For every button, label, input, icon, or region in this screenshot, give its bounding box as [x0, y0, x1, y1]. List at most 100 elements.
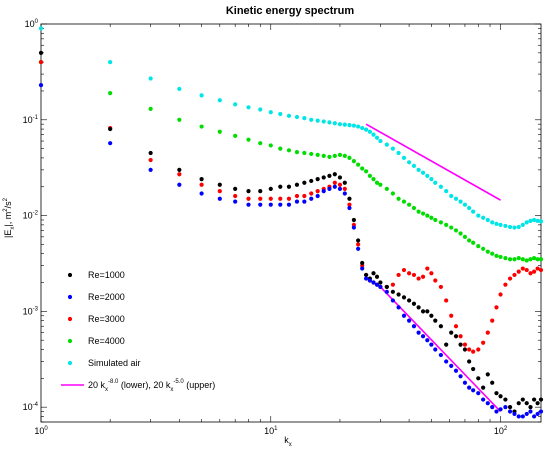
data-point: [449, 330, 454, 335]
data-point: [411, 163, 417, 169]
data-point: [485, 249, 490, 254]
data-point: [485, 401, 490, 406]
data-point: [411, 301, 417, 306]
data-point: [356, 246, 361, 251]
data-point: [315, 177, 320, 182]
data-point: [490, 220, 495, 225]
data-point: [268, 202, 273, 207]
data-point: [286, 202, 292, 207]
data-point: [453, 228, 459, 233]
data-point: [347, 202, 352, 207]
legend-label: Re=4000: [88, 336, 125, 346]
x-tick-label: 100: [34, 426, 48, 436]
data-point: [401, 267, 407, 273]
data-point: [302, 150, 307, 156]
data-point: [429, 177, 434, 182]
data-point: [199, 182, 204, 187]
data-point: [396, 196, 401, 201]
data-point: [494, 221, 499, 226]
data-point: [462, 380, 468, 385]
data-point: [294, 193, 300, 199]
data-point: [321, 119, 326, 124]
y-axis-label: |Ex|, m2/s2: [3, 197, 16, 238]
svg-text:|Ex|, m2/s2: |Ex|, m2/s2: [3, 197, 16, 238]
legend-marker: [67, 360, 73, 366]
data-point: [507, 409, 513, 414]
data-point: [524, 267, 529, 273]
data-point: [374, 274, 380, 279]
data-point: [321, 153, 326, 158]
data-point: [351, 123, 356, 128]
data-point: [177, 167, 182, 172]
data-point: [411, 324, 417, 329]
data-point: [494, 305, 499, 310]
data-point: [535, 411, 540, 417]
data-point: [524, 401, 529, 406]
data-point: [177, 86, 182, 92]
data-point: [364, 127, 369, 132]
data-point: [538, 409, 544, 414]
series-re-4000: [38, 60, 544, 263]
data-point: [302, 199, 307, 204]
data-point: [481, 397, 486, 402]
data-point: [449, 225, 454, 230]
data-point: [390, 289, 395, 294]
data-point: [528, 271, 533, 276]
data-point: [516, 401, 521, 406]
data-point: [390, 282, 395, 287]
data-point: [246, 105, 251, 110]
data-point: [503, 223, 508, 229]
legend: Re=1000 Re=2000 Re=3000 Re=4000 Simulated ai…: [61, 270, 215, 393]
data-point: [507, 276, 513, 281]
legend-marker: [67, 294, 73, 300]
data-point: [425, 338, 430, 343]
data-point: [390, 146, 395, 151]
data-point: [453, 368, 459, 373]
data-point: [520, 414, 525, 419]
data-point: [396, 272, 401, 278]
data-point: [332, 172, 337, 177]
data-point: [315, 152, 320, 158]
data-point: [286, 184, 292, 189]
data-point: [199, 177, 204, 182]
data-point: [356, 238, 361, 243]
y-tick-label: 10-1: [23, 115, 39, 125]
data-point: [420, 334, 426, 339]
data-point: [38, 83, 44, 88]
data-point: [177, 117, 182, 122]
data-point: [268, 196, 273, 201]
data-point: [416, 167, 421, 172]
data-point: [315, 118, 320, 123]
data-point: [438, 324, 443, 329]
data-point: [438, 220, 443, 225]
data-point: [433, 347, 438, 352]
data-point: [453, 334, 459, 339]
data-point: [498, 222, 503, 227]
data-point: [268, 143, 273, 148]
data-point: [462, 347, 468, 352]
data-point: [390, 298, 395, 303]
data-point: [342, 180, 347, 185]
data-point: [520, 222, 525, 227]
data-point: [351, 225, 356, 230]
data-point: [494, 253, 499, 258]
data-point: [438, 352, 443, 358]
legend-label: Re=1000: [88, 270, 125, 280]
data-point: [108, 90, 113, 96]
data-point: [309, 151, 314, 157]
data-point: [467, 238, 472, 243]
data-point: [444, 298, 449, 303]
data-point: [471, 388, 476, 393]
series-simulated-air: [38, 26, 544, 230]
data-point: [332, 184, 337, 189]
data-point: [351, 159, 356, 164]
data-point: [337, 122, 343, 127]
data-point: [278, 196, 283, 201]
plot-area: 100 101 102 10-4 10-3 10-2 10-1 100: [23, 19, 544, 436]
data-point: [378, 182, 383, 187]
data-point: [347, 123, 352, 128]
data-point: [512, 257, 517, 262]
data-point: [217, 182, 222, 187]
data-point: [360, 260, 365, 266]
data-point: [371, 177, 376, 182]
